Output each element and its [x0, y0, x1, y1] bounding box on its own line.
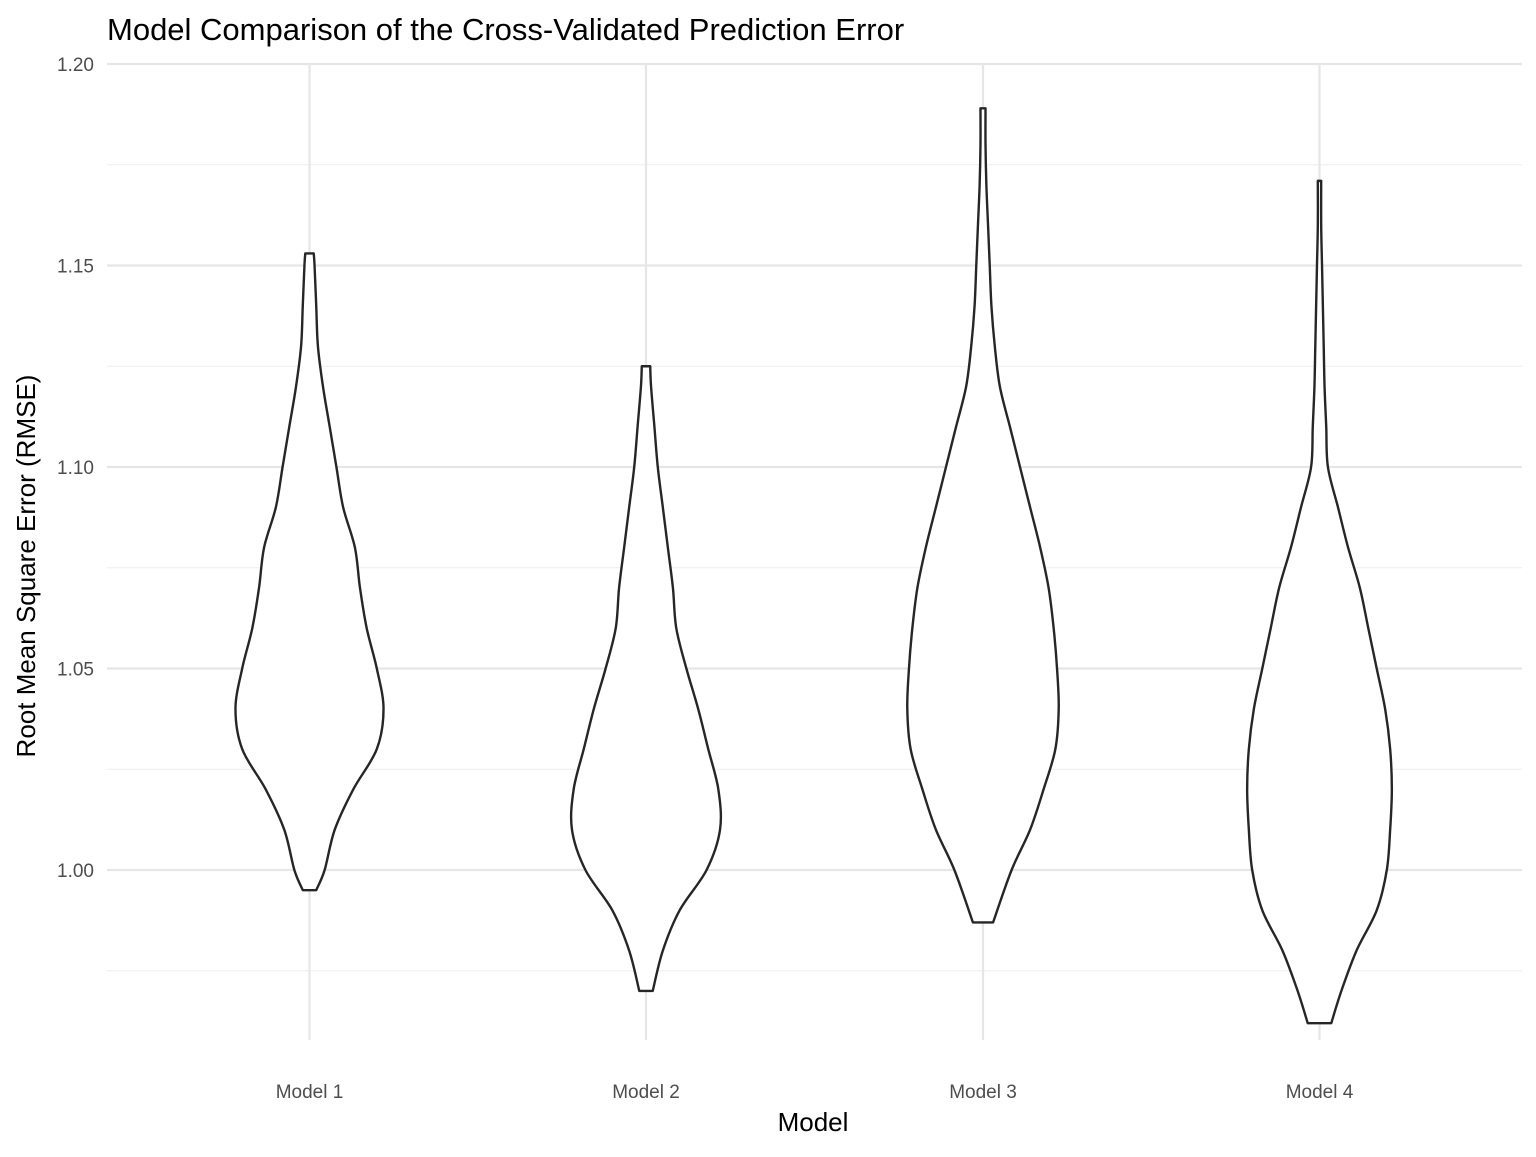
violin-model-4: [1245, 179, 1394, 1025]
y-tick-label: 1.05: [57, 660, 94, 681]
axis-layer: 1.00 1.05 1.10 1.15 1.20 Model 1 Model 2 Model …: [57, 55, 1354, 1103]
x-tick-label: Model 3: [949, 1082, 1017, 1103]
chart-title: Model Comparison of the Cross-Validated …: [107, 12, 904, 47]
x-axis-title: Model: [778, 1107, 849, 1137]
y-axis-title: Root Mean Square Error (RMSE): [11, 375, 41, 758]
x-tick-label: Model 4: [1286, 1082, 1354, 1103]
violin-model-1: [234, 252, 385, 892]
violin-model-2: [569, 365, 723, 993]
x-tick-label: Model 2: [612, 1082, 680, 1103]
y-tick-label: 1.10: [57, 458, 94, 479]
x-tick-label: Model 1: [276, 1082, 344, 1103]
violin-layer: [234, 107, 1394, 1025]
y-tick-label: 1.15: [57, 257, 94, 278]
y-tick-label: 1.20: [57, 55, 94, 76]
y-tick-label: 1.00: [57, 861, 94, 882]
violin-model-3: [906, 107, 1060, 924]
